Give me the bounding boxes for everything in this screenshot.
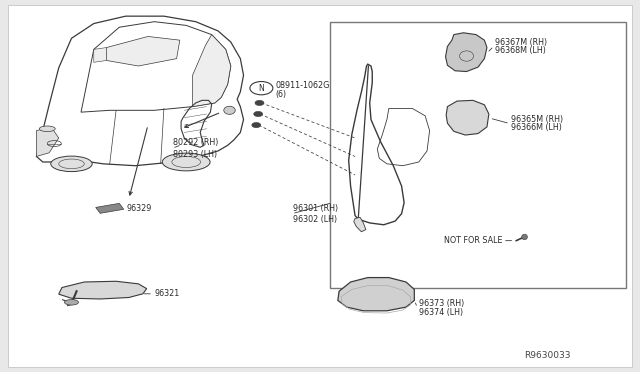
Text: 96373 (RH): 96373 (RH) bbox=[419, 299, 464, 308]
Polygon shape bbox=[94, 48, 106, 62]
Polygon shape bbox=[354, 217, 366, 232]
Polygon shape bbox=[96, 203, 124, 213]
Text: 96301 (RH): 96301 (RH) bbox=[293, 203, 339, 213]
Text: 96321: 96321 bbox=[154, 289, 180, 298]
Polygon shape bbox=[36, 127, 59, 157]
Polygon shape bbox=[59, 281, 147, 299]
Ellipse shape bbox=[163, 153, 210, 171]
Text: 96368M (LH): 96368M (LH) bbox=[495, 46, 546, 55]
Text: 08911-1062G: 08911-1062G bbox=[275, 81, 330, 90]
Polygon shape bbox=[106, 36, 180, 66]
Ellipse shape bbox=[51, 156, 92, 171]
Ellipse shape bbox=[65, 299, 79, 305]
Circle shape bbox=[253, 112, 262, 116]
Circle shape bbox=[252, 122, 260, 128]
Text: 80292 (RH): 80292 (RH) bbox=[173, 138, 219, 147]
Text: 96374 (LH): 96374 (LH) bbox=[419, 308, 463, 317]
Text: (6): (6) bbox=[275, 90, 287, 99]
Text: 96366M (LH): 96366M (LH) bbox=[511, 123, 562, 132]
Text: 96365M (RH): 96365M (RH) bbox=[511, 115, 563, 124]
Text: NOT FOR SALE: NOT FOR SALE bbox=[444, 236, 503, 245]
Polygon shape bbox=[445, 33, 487, 71]
Polygon shape bbox=[446, 100, 489, 135]
Polygon shape bbox=[193, 35, 231, 107]
Polygon shape bbox=[338, 278, 414, 311]
Text: 96367M (RH): 96367M (RH) bbox=[495, 38, 547, 46]
Text: N: N bbox=[259, 84, 264, 93]
Polygon shape bbox=[36, 16, 244, 166]
Bar bbox=[330, 22, 626, 288]
Ellipse shape bbox=[522, 234, 527, 240]
Text: R9630033: R9630033 bbox=[524, 351, 570, 360]
Text: 80293 (LH): 80293 (LH) bbox=[173, 150, 218, 159]
Circle shape bbox=[255, 100, 264, 106]
Ellipse shape bbox=[224, 106, 236, 114]
Text: 96329: 96329 bbox=[127, 203, 152, 213]
Text: 96302 (LH): 96302 (LH) bbox=[293, 215, 337, 224]
FancyBboxPatch shape bbox=[8, 5, 632, 367]
Ellipse shape bbox=[39, 126, 55, 132]
Polygon shape bbox=[81, 22, 231, 112]
